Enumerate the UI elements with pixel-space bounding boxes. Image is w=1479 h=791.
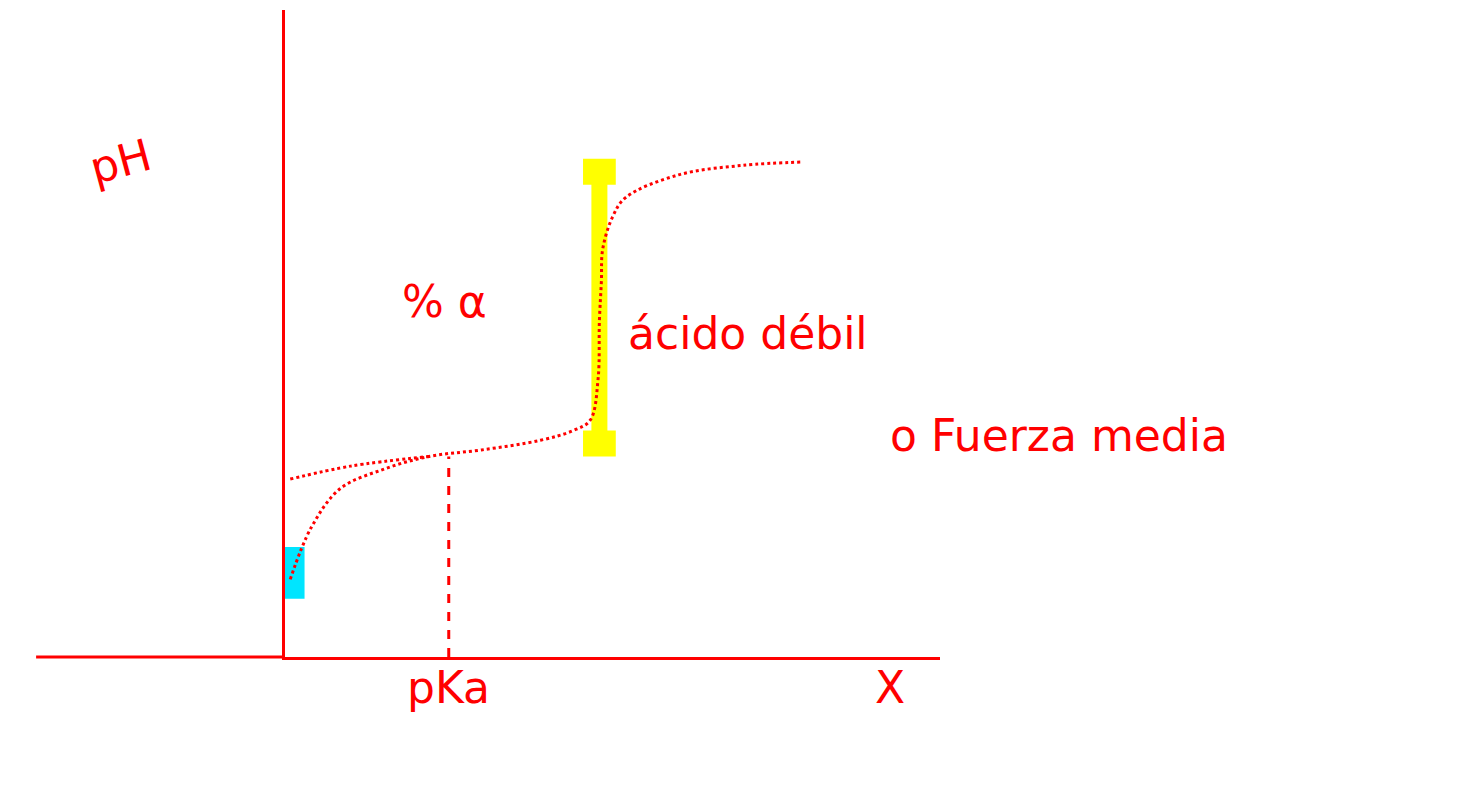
svg-text:ácido débil: ácido débil [628,308,868,359]
svg-text:% α: % α [402,276,487,327]
svg-text:pH: pH [84,129,156,194]
svg-text:pKa: pKa [407,662,490,713]
svg-text:X: X [875,662,905,713]
svg-text:o Fuerza media: o Fuerza media [890,410,1228,461]
